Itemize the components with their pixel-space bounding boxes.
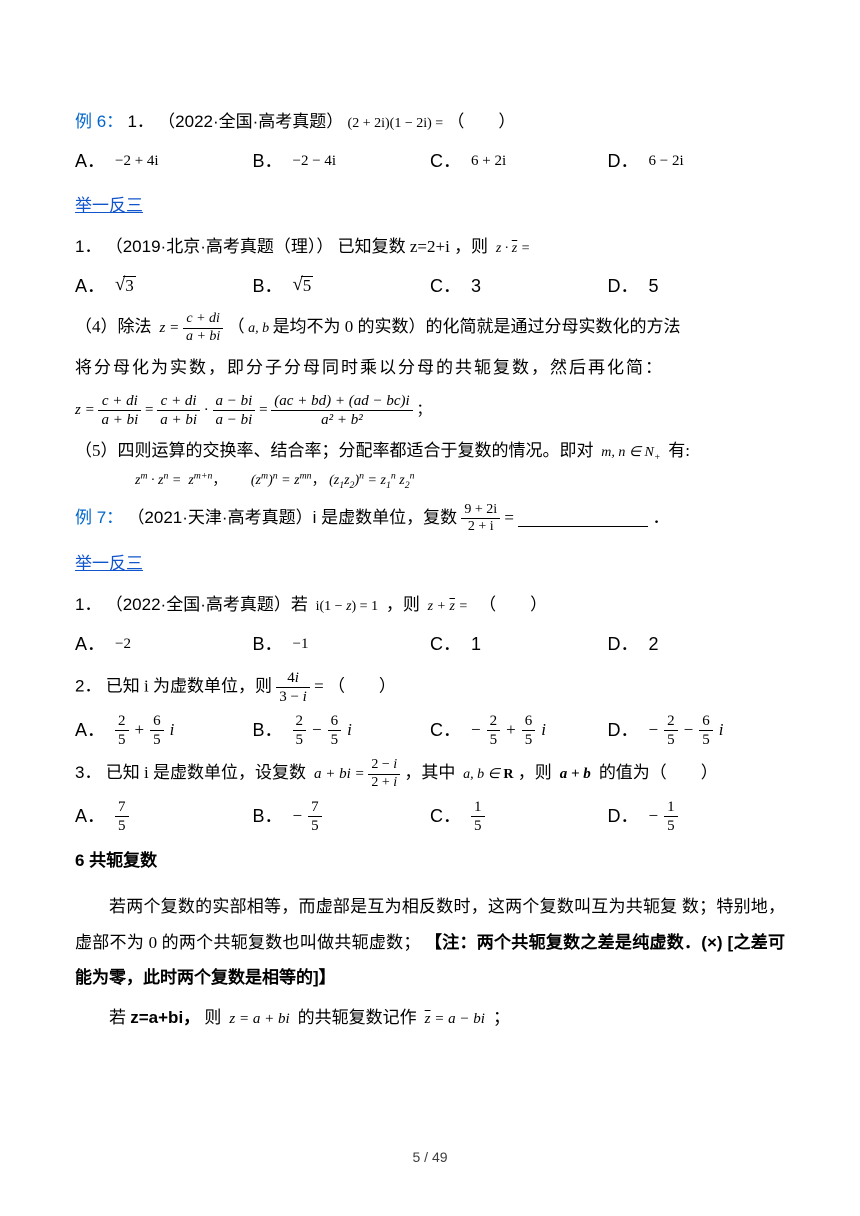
opt-a[interactable]: A． 75: [75, 798, 253, 835]
q1b-stem: 1． （2022·全国·高考真题）若 i(1 − z) = 1 ，则 z + z…: [75, 589, 785, 621]
opt-d[interactable]: D．5: [608, 269, 786, 303]
opt-c[interactable]: C．1: [430, 627, 608, 661]
opt-d[interactable]: D．2: [608, 627, 786, 661]
opt-a[interactable]: A．−2: [75, 627, 253, 661]
opt-b[interactable]: B． √5: [253, 269, 431, 303]
section-6-title: 6 共轭复数: [75, 845, 785, 877]
example-6-label: 例 6：: [75, 112, 123, 131]
div5-line1: （5）四则运算的交换率、结合率；分配率都适合于复数的情况。即对 m, n ∈ N…: [75, 435, 785, 467]
example-6-math: (2 + 2i)(1 − 2i) =: [348, 116, 444, 131]
q1a-options: A． √3 B． √5 C．3 D．5: [75, 269, 785, 303]
opt-a[interactable]: A． 25 + 65 i: [75, 712, 253, 749]
opt-c[interactable]: C．6 + 2i: [430, 144, 608, 178]
opt-d[interactable]: D．6 − 2i: [608, 144, 786, 178]
q3-options: A． 75 B． −75 C． 15 D． −15: [75, 798, 785, 835]
opt-b[interactable]: B． −75: [253, 798, 431, 835]
opt-c[interactable]: C． 15: [430, 798, 608, 835]
opt-b[interactable]: B． 25 − 65 i: [253, 712, 431, 749]
opt-d[interactable]: D． − 25 − 65 i: [608, 712, 786, 749]
div5-line2: zm · zn = zm+n， (zm)n = zmn， (z1z2)n = z…: [75, 468, 785, 496]
example-6-stem: 例 6： 1． （2022·全国·高考真题） (2 + 2i)(1 − 2i) …: [75, 106, 785, 138]
q2-stem: 2． 已知 i 为虚数单位，则 4i3 − i = （ ）: [75, 669, 785, 706]
example-6-source: （2022·全国·高考真题）: [158, 112, 343, 131]
div4-line1: （4）除法 z = c + dia + bi （ a, b 是均不为 0 的实数…: [75, 311, 785, 346]
opt-c[interactable]: C． − 25 + 65 i: [430, 712, 608, 749]
example-6-options: A．−2 + 4i B．−2 − 4i C．6 + 2i D．6 − 2i: [75, 144, 785, 178]
example-7-label: 例 7：: [75, 508, 123, 527]
q2-options: A． 25 + 65 i B． 25 − 65 i C． − 25 + 65 i…: [75, 712, 785, 749]
example-7-stem: 例 7： （2021·天津·高考真题）i 是虚数单位，复数 9 + 2i2 + …: [75, 502, 785, 537]
page-number: 5 / 49: [0, 1144, 860, 1171]
div4-formula: z = c + dia + bi = c + dia + bi · a − bi…: [75, 392, 785, 429]
section-variants-1: 举一反三: [75, 190, 785, 222]
section-variants-2: 举一反三: [75, 548, 785, 580]
div4-line2: 将分母化为实数，即分子分母同时乘以分母的共轭复数，然后再化简：: [75, 352, 785, 384]
opt-c[interactable]: C．3: [430, 269, 608, 303]
conj-p1: 若两个复数的实部相等，而虚部是互为相反数时，这两个复数叫互为共轭复 数；特别地，…: [75, 889, 785, 996]
conj-p2: 若 z=a+bi， 则 z = a + bi 的共轭复数记作 z = a − b…: [75, 1002, 785, 1034]
example-6-paren: （ ）: [447, 112, 515, 131]
q1a-stem: 1． （2019·北京·高考真题（理）） 已知复数 z=2+i ，则 z · z…: [75, 231, 785, 263]
opt-b[interactable]: B．−1: [253, 627, 431, 661]
example-6-num: 1．: [127, 112, 153, 131]
opt-d[interactable]: D． −15: [608, 798, 786, 835]
opt-a[interactable]: A． √3: [75, 269, 253, 303]
blank-answer[interactable]: [518, 510, 648, 527]
q1b-options: A．−2 B．−1 C．1 D．2: [75, 627, 785, 661]
opt-b[interactable]: B．−2 − 4i: [253, 144, 431, 178]
q3-stem: 3． 已知 i 是虚数单位，设复数 a + bi = 2 − i2 + i ，其…: [75, 757, 785, 792]
opt-a[interactable]: A．−2 + 4i: [75, 144, 253, 178]
